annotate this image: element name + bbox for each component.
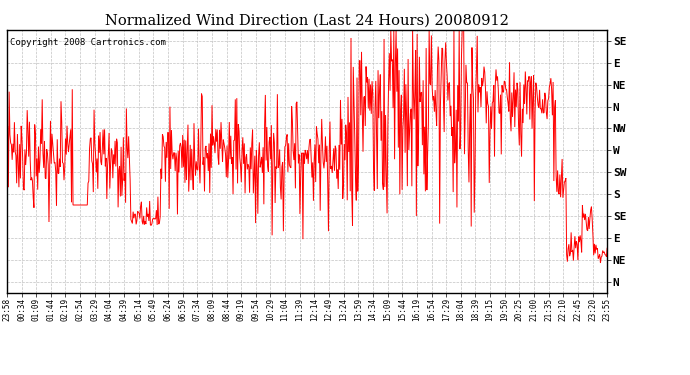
Title: Normalized Wind Direction (Last 24 Hours) 20080912: Normalized Wind Direction (Last 24 Hours… (105, 13, 509, 27)
Text: Copyright 2008 Cartronics.com: Copyright 2008 Cartronics.com (10, 38, 166, 47)
